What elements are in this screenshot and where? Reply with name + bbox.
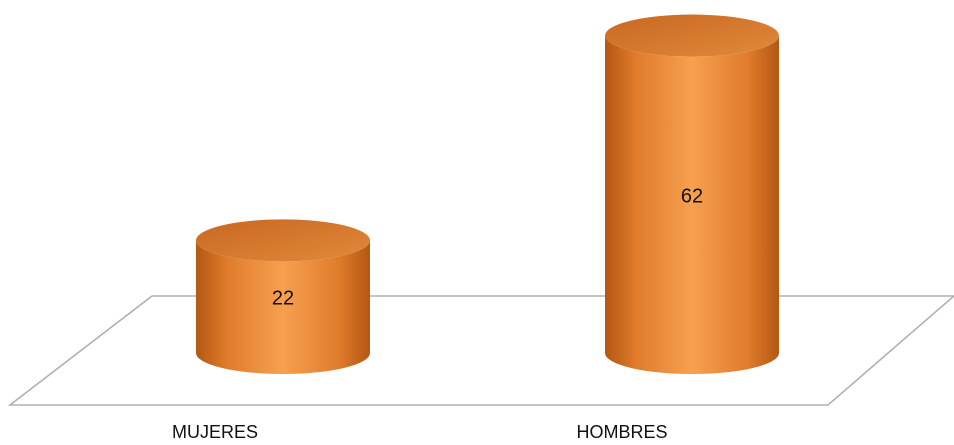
bar-mujeres	[196, 219, 370, 374]
category-label: HOMBRES	[576, 422, 667, 442]
cylinder-top	[605, 14, 779, 57]
bar-hombres	[605, 14, 779, 375]
cylinder-body	[196, 240, 370, 374]
data-label: 62	[681, 185, 703, 207]
cylinder-top	[196, 219, 370, 262]
category-label: MUJERES	[172, 422, 258, 442]
bars-layer	[196, 14, 779, 375]
cylinder-body	[605, 35, 779, 375]
labels-layer: 22 MUJERES 62 HOMBRES	[172, 185, 703, 442]
data-label: 22	[272, 288, 294, 310]
chart-floor	[7, 295, 954, 406]
